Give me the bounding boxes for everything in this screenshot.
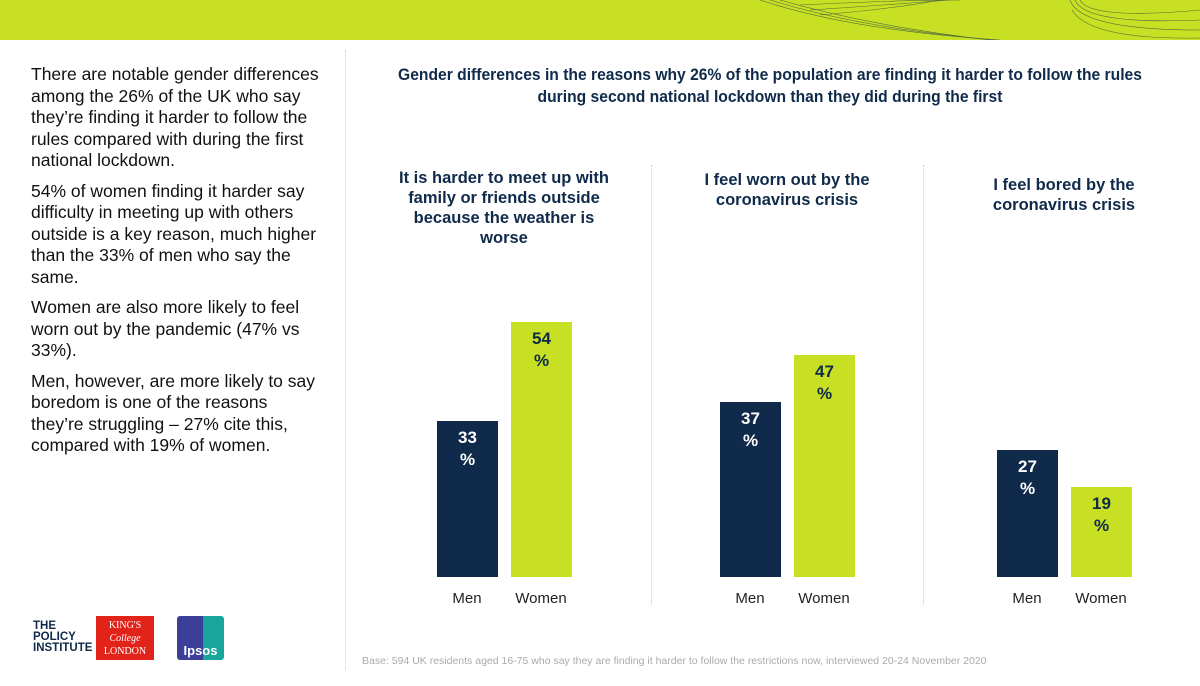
bar-women bbox=[1071, 487, 1132, 577]
wave-decoration bbox=[759, 0, 1200, 40]
divider bbox=[923, 165, 924, 605]
x-tick-label: Men bbox=[452, 590, 482, 607]
divider bbox=[345, 50, 346, 670]
x-tick-label: Women bbox=[798, 590, 850, 607]
data-label: 37 % bbox=[741, 409, 760, 451]
x-tick-label: Men bbox=[1012, 590, 1042, 607]
chart-title: Gender differences in the reasons why 26… bbox=[398, 65, 1142, 106]
footnote: Base: 594 UK residents aged 16-75 who sa… bbox=[362, 655, 987, 667]
summary-paragraph: Men, however, are more likely to say bor… bbox=[31, 370, 316, 456]
x-tick-label: Men bbox=[735, 590, 765, 607]
bar-men bbox=[997, 449, 1058, 577]
summary-paragraph: 54% of women finding it harder say diffi… bbox=[31, 180, 317, 287]
policy-institute-logo: THE POLICY INSTITUTE bbox=[33, 620, 93, 654]
bar-men bbox=[437, 421, 498, 577]
data-label: 54 % bbox=[532, 329, 551, 371]
summary-paragraph: There are notable gender differences amo… bbox=[31, 64, 319, 170]
bar-men bbox=[720, 402, 781, 577]
bar-women bbox=[794, 355, 855, 577]
data-label: 27 % bbox=[1018, 456, 1037, 498]
ipsos-logo: Ipsos bbox=[177, 616, 224, 660]
data-label: 19 % bbox=[1092, 494, 1111, 536]
x-tick-label: Women bbox=[515, 590, 567, 607]
panel-title: I feel bored by the coronavirus crisis bbox=[992, 176, 1136, 214]
panel-title: I feel worn out by the coronavirus crisi… bbox=[704, 171, 870, 209]
divider bbox=[651, 165, 652, 605]
bar-women bbox=[511, 322, 572, 577]
data-label: 33 % bbox=[458, 428, 477, 470]
panel-title: It is harder to meet up with family or f… bbox=[399, 169, 609, 247]
x-tick-label: Women bbox=[1075, 590, 1127, 607]
data-label: 47 % bbox=[815, 362, 834, 404]
kings-college-logo: KING'S College LONDON bbox=[96, 616, 154, 660]
summary-text: There are notable gender differences amo… bbox=[31, 64, 321, 466]
summary-paragraph: Women are also more likely to feel worn … bbox=[31, 297, 300, 360]
header-band bbox=[0, 0, 1200, 40]
